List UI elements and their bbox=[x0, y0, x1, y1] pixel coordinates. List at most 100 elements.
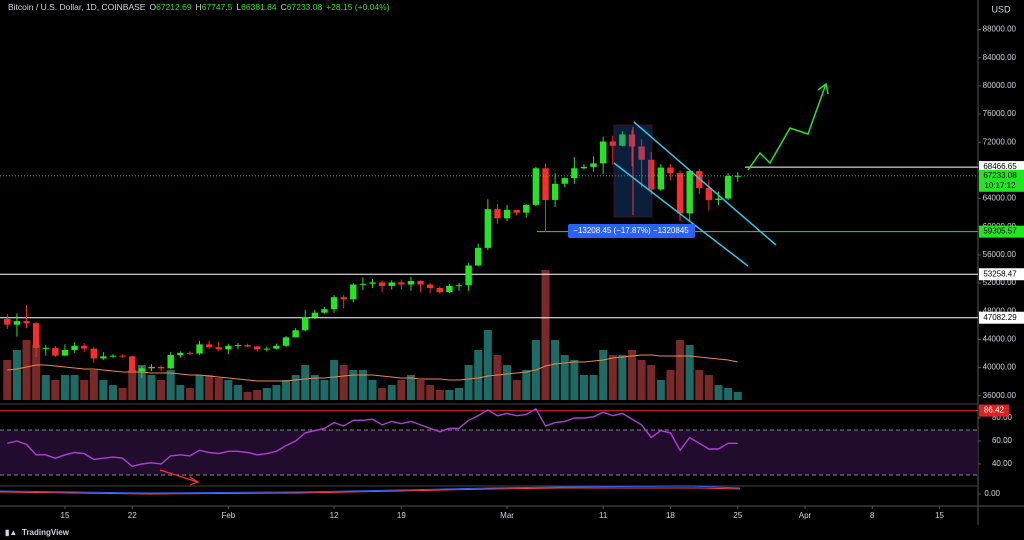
volume-bar bbox=[12, 350, 21, 400]
candle-body bbox=[148, 366, 155, 369]
volume-bar bbox=[70, 375, 79, 400]
x-tick-label: 12 bbox=[330, 511, 339, 520]
candle-body bbox=[61, 350, 69, 356]
x-tick-label: 18 bbox=[666, 511, 675, 520]
candle-body bbox=[657, 167, 665, 190]
candle-body bbox=[311, 312, 319, 318]
volume-bar bbox=[358, 370, 367, 400]
candle-body bbox=[23, 321, 30, 324]
volume-bar bbox=[704, 375, 713, 400]
macd-signal bbox=[0, 487, 741, 495]
volume-bar bbox=[676, 340, 685, 400]
volume-bar bbox=[330, 360, 339, 400]
candle-body bbox=[455, 285, 463, 287]
volume-bar bbox=[291, 375, 300, 400]
volume-bar bbox=[378, 388, 387, 400]
logo: TradingView bbox=[22, 528, 70, 537]
volume-bar bbox=[493, 355, 502, 400]
volume-bar bbox=[282, 380, 291, 400]
candle-body bbox=[321, 309, 328, 313]
header-item: 67747.5 bbox=[202, 2, 233, 12]
current-price-box bbox=[979, 169, 1024, 192]
volume-bar bbox=[185, 388, 194, 400]
candle-body bbox=[71, 345, 78, 351]
candle-body bbox=[244, 345, 251, 347]
candle-body bbox=[80, 345, 88, 349]
volume-bar bbox=[128, 370, 137, 400]
y-tick-label: 80000.00 bbox=[983, 81, 1017, 90]
candle-body bbox=[436, 288, 443, 293]
volume-bar bbox=[483, 330, 492, 400]
volume-bar bbox=[397, 380, 406, 400]
volume-bar bbox=[233, 385, 242, 400]
volume-bar bbox=[214, 378, 223, 400]
candle-body bbox=[13, 321, 21, 325]
volume-ma-line bbox=[7, 354, 738, 382]
volume-bar bbox=[301, 365, 310, 400]
candle-body bbox=[359, 283, 367, 285]
candle-body bbox=[177, 352, 184, 355]
y-tick-label: 88000.00 bbox=[983, 25, 1017, 34]
candle-body bbox=[590, 163, 597, 167]
volume-bar bbox=[599, 350, 608, 400]
candle-body bbox=[724, 175, 732, 199]
volume-bar bbox=[205, 375, 214, 400]
candle-body bbox=[417, 280, 424, 285]
price-label: 59305.57 bbox=[983, 227, 1017, 236]
volume-bar bbox=[41, 375, 50, 400]
volume-bar bbox=[224, 380, 233, 400]
price-label-box bbox=[979, 268, 1024, 281]
volume-bar bbox=[272, 385, 281, 400]
volume-bar bbox=[695, 370, 704, 400]
volume-bar bbox=[387, 385, 396, 400]
candle-body bbox=[119, 355, 126, 357]
channel-line bbox=[613, 162, 749, 267]
candle-body bbox=[167, 354, 174, 369]
volume-bar bbox=[503, 365, 512, 400]
candle-body bbox=[330, 297, 338, 310]
candle-body bbox=[205, 344, 213, 348]
candle-body bbox=[475, 247, 482, 266]
volume-bar bbox=[310, 375, 319, 400]
candle-body bbox=[340, 297, 347, 300]
header-item: L bbox=[236, 2, 241, 12]
candle-body bbox=[407, 280, 415, 285]
volume-bar bbox=[3, 360, 12, 400]
volume-bar bbox=[464, 365, 473, 400]
volume-bar bbox=[349, 370, 358, 400]
candle-body bbox=[253, 346, 261, 350]
volume-bar bbox=[474, 350, 483, 400]
header-item: 67212.69 bbox=[156, 2, 192, 12]
rsi-tick-label: 40.00 bbox=[992, 459, 1013, 468]
volume-bar bbox=[157, 380, 166, 400]
x-tick-label: 25 bbox=[733, 511, 742, 520]
volume-bar bbox=[32, 345, 41, 400]
candle-body bbox=[523, 204, 530, 213]
countdown: 10:17:12 bbox=[984, 181, 1016, 190]
candle-body bbox=[542, 168, 549, 200]
header-item: Bitcoin / U.S. Dollar, 1D, COINBASE bbox=[8, 2, 146, 12]
candle-body bbox=[686, 171, 693, 214]
volume-bar bbox=[579, 375, 588, 400]
volume-bar bbox=[243, 392, 252, 400]
volume-bar bbox=[262, 388, 271, 400]
projection-arrowhead bbox=[817, 82, 829, 95]
candle-body bbox=[609, 141, 616, 146]
volume-bar bbox=[60, 375, 69, 400]
volume-bar bbox=[541, 270, 550, 400]
current-price-label: 67233.08 bbox=[983, 171, 1017, 180]
volume-bar bbox=[733, 392, 742, 400]
header-item: +28.15 (+0.04%) bbox=[326, 2, 389, 12]
volume-bar bbox=[406, 375, 415, 400]
volume-bar bbox=[666, 370, 675, 400]
volume-bar bbox=[166, 370, 175, 400]
volume-bar bbox=[99, 380, 108, 400]
candle-body bbox=[138, 368, 146, 372]
volume-bar bbox=[455, 388, 464, 400]
volume-bar bbox=[560, 355, 569, 400]
x-tick-label: 15 bbox=[935, 511, 944, 520]
volume-bar bbox=[656, 380, 665, 400]
candle-body bbox=[109, 355, 117, 357]
candle-body bbox=[484, 209, 492, 248]
